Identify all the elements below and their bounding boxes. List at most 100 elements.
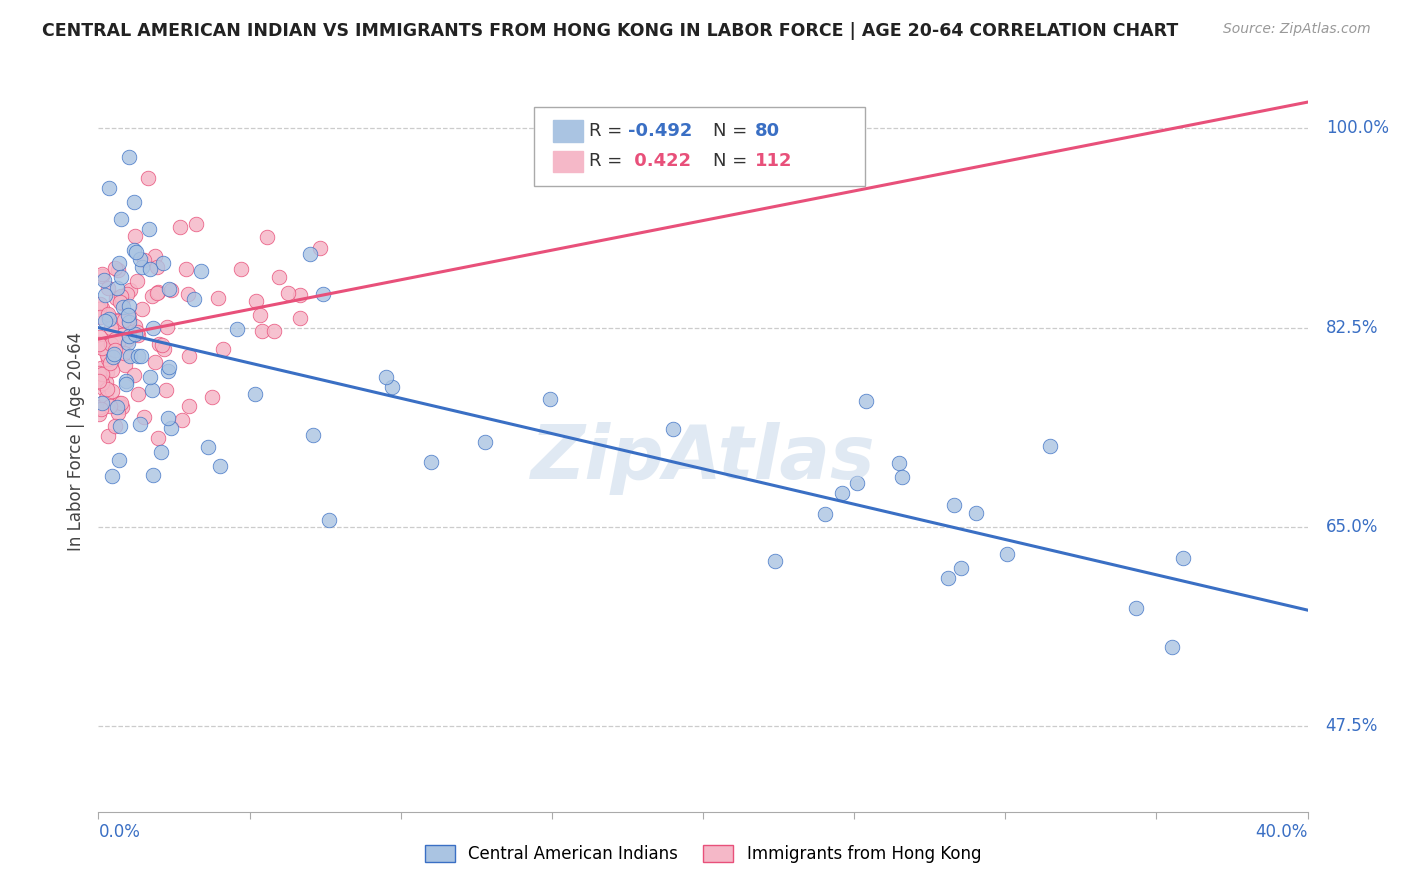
Point [87, 366, 110, 380]
Point [128, 252, 150, 266]
Point [89, 297, 111, 311]
Y-axis label: In Labor Force | Age 20-64: In Labor Force | Age 20-64 [66, 332, 84, 551]
Point [160, 283, 183, 297]
Point [152, 256, 174, 270]
Point [100, 356, 122, 370]
Point [122, 368, 145, 382]
Point [115, 377, 138, 392]
Point [117, 315, 139, 329]
Point [160, 420, 183, 434]
Point [150, 338, 173, 352]
Point [111, 327, 134, 342]
Point [108, 418, 131, 433]
Point [125, 325, 148, 339]
Point [250, 324, 273, 338]
Point [177, 286, 200, 301]
Point [141, 384, 163, 398]
Point [145, 249, 167, 263]
Point [117, 308, 139, 322]
Point [139, 370, 162, 384]
Text: 40.0%: 40.0% [1256, 823, 1308, 841]
Point [120, 283, 142, 297]
Point [249, 308, 271, 322]
Point [1171, 551, 1194, 566]
Point [108, 256, 131, 270]
Point [831, 485, 853, 500]
Point [89, 301, 111, 316]
Point [312, 286, 335, 301]
Point [177, 349, 200, 363]
Point [1039, 439, 1062, 453]
Point [288, 288, 311, 302]
Point [128, 417, 150, 431]
Point [142, 321, 165, 335]
Point [156, 364, 179, 378]
Text: -0.492: -0.492 [628, 122, 693, 140]
Point [101, 350, 124, 364]
Point [662, 422, 685, 436]
Point [381, 379, 404, 393]
Point [942, 498, 965, 512]
Point [201, 390, 224, 404]
Point [169, 219, 191, 234]
Point [90, 395, 112, 409]
Point [89, 374, 111, 388]
Point [110, 270, 132, 285]
Point [156, 320, 179, 334]
Point [104, 418, 127, 433]
Point [110, 295, 132, 310]
Point [91, 268, 114, 283]
Point [890, 470, 912, 484]
Point [94, 314, 117, 328]
Text: N =: N = [713, 153, 752, 170]
Point [125, 244, 148, 259]
Point [101, 384, 124, 399]
Point [150, 445, 173, 459]
Point [107, 334, 129, 349]
Point [97, 351, 120, 366]
Point [207, 291, 229, 305]
Point [96, 382, 118, 396]
Point [298, 246, 321, 260]
Point [114, 374, 136, 388]
Point [87, 407, 110, 421]
Point [995, 547, 1018, 561]
Point [846, 475, 869, 490]
Point [245, 386, 267, 401]
Point [127, 349, 149, 363]
Point [103, 347, 125, 361]
Point [231, 262, 253, 277]
Point [118, 350, 141, 364]
Point [117, 336, 139, 351]
Point [91, 339, 114, 353]
Point [118, 150, 141, 164]
Point [124, 318, 146, 333]
Point [115, 333, 138, 347]
Text: 100.0%: 100.0% [1326, 120, 1389, 137]
Point [90, 361, 112, 376]
Point [93, 273, 115, 287]
Point [118, 329, 141, 343]
Point [110, 395, 132, 409]
Point [157, 359, 180, 374]
Text: 0.0%: 0.0% [98, 823, 141, 841]
Text: N =: N = [713, 122, 752, 140]
Point [183, 292, 205, 306]
Point [91, 376, 114, 391]
Point [97, 311, 120, 326]
Text: 47.5%: 47.5% [1326, 717, 1378, 735]
Point [148, 431, 170, 445]
Point [89, 330, 111, 344]
Point [117, 309, 139, 323]
Point [256, 230, 278, 244]
Point [97, 307, 120, 321]
Point [104, 343, 127, 358]
Text: ZipAtlas: ZipAtlas [530, 422, 876, 495]
Point [107, 406, 129, 420]
Point [98, 399, 121, 413]
Point [125, 274, 148, 288]
Point [118, 299, 141, 313]
Text: 112: 112 [755, 153, 793, 170]
Point [814, 507, 837, 521]
Point [936, 571, 959, 585]
